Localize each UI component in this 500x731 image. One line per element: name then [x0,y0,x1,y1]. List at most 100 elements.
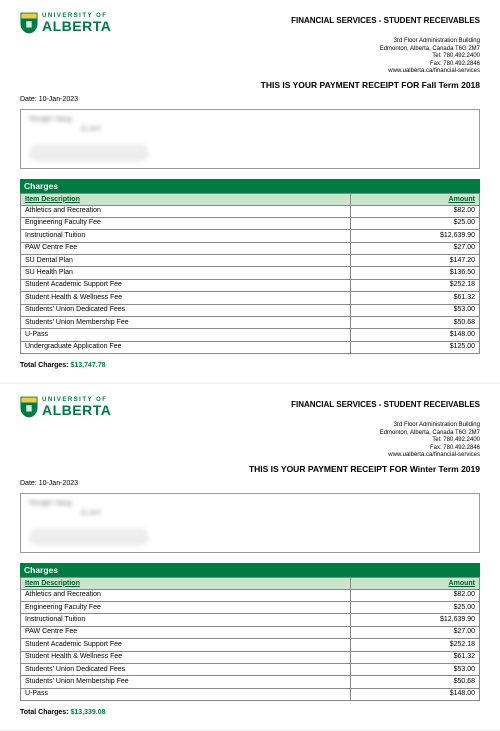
charge-amount: $27.00 [350,626,479,638]
charge-amount: $148.00 [350,329,479,341]
charge-desc: Student Academic Support Fee [21,639,351,651]
charge-amount: $53.00 [350,664,479,676]
charges-section-header: Charges [20,563,480,577]
logo-text: UNIVERSITY OF ALBERTA [42,13,111,33]
charge-amount: $148.00 [350,688,479,700]
total-line: Total Charges: $13,339.08 [20,709,480,716]
charge-desc: Engineering Faculty Fee [21,602,351,614]
charge-row: Student Health & Wellness Fee $61.32 [21,292,480,304]
address-line: Edmonton, Alberta, Canada T6G 2M7 [20,46,480,54]
charges-table: Item Description Amount Athletics and Re… [20,577,480,702]
charge-amount: $27.00 [350,242,479,254]
charge-amount: $12,639.90 [350,230,479,242]
logo-line2: ALBERTA [42,403,111,417]
charge-row: Athletics and Recreation $82.00 [21,205,480,217]
charge-amount: $252.18 [350,279,479,291]
address-line: www.ualberta.ca/financial-services [20,452,480,460]
recipient-redacted: G 1H7 [81,126,101,133]
receipt-page: UNIVERSITY OF ALBERTA FINANCIAL SERVICES… [0,384,500,731]
logo-block: UNIVERSITY OF ALBERTA [20,396,111,418]
logo-block: UNIVERSITY OF ALBERTA [20,12,111,34]
address-line: www.ualberta.ca/financial-services [20,68,480,76]
receipt-header: UNIVERSITY OF ALBERTA FINANCIAL SERVICES… [20,12,480,34]
charge-desc: Students' Union Dedicated Fees [21,304,351,316]
date-line: Date: 10-Jan-2023 [20,96,480,103]
receipt-title: THIS IS YOUR PAYMENT RECEIPT FOR Winter … [20,464,480,474]
charge-amount: $252.18 [350,639,479,651]
charge-amount: $12,639.90 [350,614,479,626]
charges-table: Item Description Amount Athletics and Re… [20,193,480,355]
logo-text: UNIVERSITY OF ALBERTA [42,397,111,417]
address-line: Tel: 780.492.2400 [20,53,480,61]
receipt-title: THIS IS YOUR PAYMENT RECEIPT FOR Fall Te… [20,80,480,90]
total-label: Total Charges: [20,362,69,369]
total-line: Total Charges: $13,747.78 [20,362,480,369]
charge-amount: $82.00 [350,205,479,217]
charge-desc: U-Pass [21,688,351,700]
charge-desc: PAW Centre Fee [21,626,351,638]
charge-amount: $25.00 [350,602,479,614]
charge-desc: Instructional Tuition [21,230,351,242]
address-line: Tel: 780.492.2400 [20,437,480,445]
charge-desc: Instructional Tuition [21,614,351,626]
ualberta-shield-icon [20,12,38,34]
charge-row: Athletics and Recreation $82.00 [21,589,480,601]
charge-desc: SU Health Plan [21,267,351,279]
charge-row: Students' Union Dedicated Fees $53.00 [21,304,480,316]
total-value: $13,339.08 [70,709,105,716]
charge-row: PAW Centre Fee $27.00 [21,626,480,638]
recipient-redacted [29,528,149,546]
charge-desc: SU Dental Plan [21,255,351,267]
charges-section-header: Charges [20,179,480,193]
charge-desc: Students' Union Membership Fee [21,317,351,329]
charge-row: PAW Centre Fee $27.00 [21,242,480,254]
charge-desc: Undergraduate Application Fee [21,341,351,353]
recipient-box: Honglin Jiang G 1H7 [20,493,480,553]
recipient-redacted: Honglin Jiang [29,116,71,123]
charge-amount: $61.32 [350,651,479,663]
charge-row: Students' Union Dedicated Fees $53.00 [21,664,480,676]
date-label: Date: [20,480,37,487]
department-title: FINANCIAL SERVICES - STUDENT RECEIVABLES [291,396,480,409]
col-description: Item Description [21,193,351,205]
col-amount: Amount [350,193,479,205]
charge-desc: Student Academic Support Fee [21,279,351,291]
charge-row: Students' Union Membership Fee $50.68 [21,676,480,688]
charge-row: U-Pass $148.00 [21,329,480,341]
charge-row: Instructional Tuition $12,639.90 [21,230,480,242]
charge-desc: Student Health & Wellness Fee [21,292,351,304]
charge-row: Instructional Tuition $12,639.90 [21,614,480,626]
charge-row: SU Dental Plan $147.20 [21,255,480,267]
charge-desc: U-Pass [21,329,351,341]
charge-row: SU Health Plan $136.50 [21,267,480,279]
address-line: 3rd Floor Administration Building [20,38,480,46]
receipt-header: UNIVERSITY OF ALBERTA FINANCIAL SERVICES… [20,396,480,418]
charge-amount: $50.68 [350,676,479,688]
logo-line2: ALBERTA [42,19,111,33]
charge-desc: Student Health & Wellness Fee [21,651,351,663]
address-line: Fax: 780.492.2846 [20,445,480,453]
charge-amount: $82.00 [350,589,479,601]
col-amount: Amount [350,577,479,589]
charge-amount: $50.68 [350,317,479,329]
date-value: 10-Jan-2023 [39,96,78,103]
col-description: Item Description [21,577,351,589]
total-label: Total Charges: [20,709,69,716]
charge-row: Student Academic Support Fee $252.18 [21,279,480,291]
charge-desc: Athletics and Recreation [21,205,351,217]
address-line: Fax: 780.492.2846 [20,61,480,69]
charge-desc: Athletics and Recreation [21,589,351,601]
charge-amount: $125.00 [350,341,479,353]
charge-desc: Students' Union Dedicated Fees [21,664,351,676]
charge-row: Students' Union Membership Fee $50.68 [21,317,480,329]
charge-amount: $147.20 [350,255,479,267]
ualberta-shield-icon [20,396,38,418]
charge-desc: Engineering Faculty Fee [21,217,351,229]
charge-amount: $61.32 [350,292,479,304]
charge-desc: Students' Union Membership Fee [21,676,351,688]
charge-desc: PAW Centre Fee [21,242,351,254]
receipt-page: UNIVERSITY OF ALBERTA FINANCIAL SERVICES… [0,0,500,384]
recipient-redacted: Honglin Jiang [29,500,71,507]
charge-row: Engineering Faculty Fee $25.00 [21,602,480,614]
address-line: 3rd Floor Administration Building [20,422,480,430]
